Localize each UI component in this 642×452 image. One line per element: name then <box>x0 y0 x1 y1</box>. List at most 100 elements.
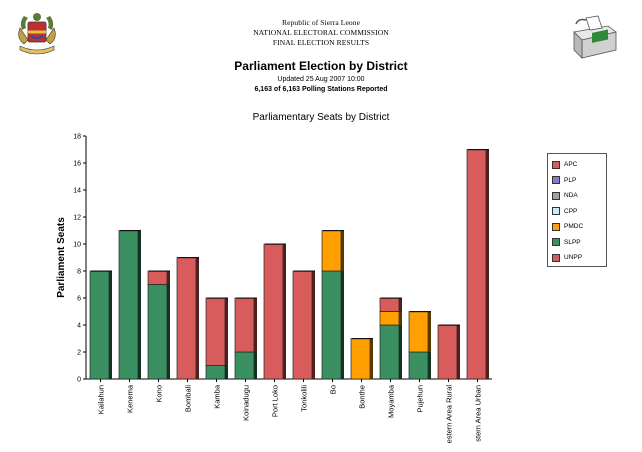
bar-depth <box>428 311 431 352</box>
bar-segment <box>147 284 168 380</box>
bar-top-edge <box>352 338 373 340</box>
bar-segment <box>350 338 371 380</box>
bar-top-edge <box>236 297 257 299</box>
legend-swatch <box>552 238 560 247</box>
y-tick-label: 2 <box>77 350 81 357</box>
chart-title: Parliamentary Seats by District <box>252 112 390 123</box>
page-title: Parliament Election by District <box>234 59 408 73</box>
x-tick-label: Bonthe <box>358 385 367 409</box>
x-tick-label: stern Area Urban <box>474 385 483 442</box>
y-tick-label: 16 <box>73 161 81 168</box>
x-tick-label: Kamba <box>213 384 222 409</box>
bar-depth <box>399 325 402 379</box>
bar-depth <box>254 352 257 379</box>
x-tick-label: Kailahun <box>97 385 106 414</box>
bar-depth <box>486 149 489 379</box>
commission-line: NATIONAL ELECTORAL COMMISSION <box>253 28 389 37</box>
bar-top-edge <box>381 297 402 299</box>
bar-segment <box>89 270 110 380</box>
legend-label: SLPP <box>564 238 581 246</box>
legend-label: NDA <box>564 192 578 200</box>
bar-depth <box>370 338 373 379</box>
bar-top-edge <box>149 270 170 272</box>
bar-segment <box>147 270 168 285</box>
legend-label: PMDC <box>564 223 584 231</box>
chart-legend: APC PLP NDA CPP PMDC SLPP UNPP <box>547 153 607 267</box>
bar-segment <box>205 365 226 380</box>
bar-top-edge <box>294 270 315 272</box>
bar-depth <box>167 284 170 379</box>
bar-depth <box>457 325 460 379</box>
x-tick-label: Kono <box>155 385 164 403</box>
bar-top-edge <box>91 270 112 272</box>
bar-segment <box>234 351 255 380</box>
y-axis-label: Parliament Seats <box>56 217 67 298</box>
bar-depth <box>399 311 402 325</box>
x-tick-label: Bo <box>329 385 338 394</box>
x-tick-label: Tonkolili <box>300 385 309 412</box>
legend-item: PMDC <box>552 219 606 235</box>
bar-segment <box>118 230 139 380</box>
y-tick-label: 14 <box>73 188 81 195</box>
results-line: FINAL ELECTION RESULTS <box>272 38 370 47</box>
y-tick-label: 0 <box>77 377 81 384</box>
bar-top-edge <box>178 257 199 259</box>
bar-depth <box>109 271 112 379</box>
bar-segment <box>408 311 429 353</box>
bar-segment <box>379 324 400 380</box>
legend-label: APC <box>564 161 578 169</box>
stations-reported: 6,163 of 6,163 Polling Stations Reported <box>254 86 388 93</box>
bar-segment <box>466 149 487 380</box>
bar-segment <box>321 230 342 272</box>
y-tick-label: 6 <box>77 296 81 303</box>
x-tick-label: Port Loko <box>271 385 280 417</box>
legend-item: UNPP <box>552 250 606 266</box>
y-tick-label: 12 <box>73 215 81 222</box>
bar-top-edge <box>410 311 431 313</box>
bar-segment <box>263 243 284 380</box>
legend-swatch <box>552 253 560 262</box>
updated-timestamp: Updated 25 Aug 2007 10:00 <box>277 76 365 83</box>
bar-top-edge <box>468 149 489 151</box>
bar-segment <box>234 297 255 353</box>
y-tick-label: 18 <box>73 134 81 141</box>
bar-depth <box>399 298 402 312</box>
bar-segment <box>176 257 197 380</box>
x-tick-label: Moyamba <box>387 384 396 418</box>
bar-top-edge <box>439 324 460 326</box>
bar-depth <box>196 257 199 379</box>
legend-item: CPP <box>552 204 606 220</box>
x-tick-label: Pujehun <box>416 385 425 413</box>
bar-segment <box>205 297 226 366</box>
bar-top-edge <box>120 230 141 232</box>
bar-depth <box>225 298 228 366</box>
x-tick-label: Kenema <box>126 384 135 413</box>
bar-depth <box>283 244 286 379</box>
bar-segment <box>379 297 400 312</box>
report-header: Republic of Sierra Leone NATIONAL ELECTO… <box>0 0 642 100</box>
bar-depth <box>341 271 344 379</box>
legend-item: SLPP <box>552 235 606 251</box>
bar-depth <box>254 298 257 352</box>
legend-item: NDA <box>552 188 606 204</box>
coat-of-arms-logo <box>18 13 56 55</box>
bar-segment <box>408 351 429 380</box>
legend-swatch <box>552 160 560 169</box>
x-tick-label: estern Area Rural <box>445 385 454 444</box>
bar-depth <box>138 230 141 379</box>
y-tick-label: 4 <box>77 323 81 330</box>
bar-depth <box>428 352 431 379</box>
bar-segment <box>292 270 313 380</box>
bar-segment <box>437 324 458 380</box>
legend-label: PLP <box>564 176 577 184</box>
bar-depth <box>341 230 344 271</box>
x-tick-label: Bombali <box>184 385 193 412</box>
legend-swatch <box>552 207 560 216</box>
bar-segment <box>379 311 400 326</box>
bar-top-edge <box>265 243 286 245</box>
nec-ballot-box-logo <box>573 15 617 59</box>
legend-item: APC <box>552 157 606 173</box>
bar-top-edge <box>323 230 344 232</box>
legend-swatch <box>552 176 560 185</box>
